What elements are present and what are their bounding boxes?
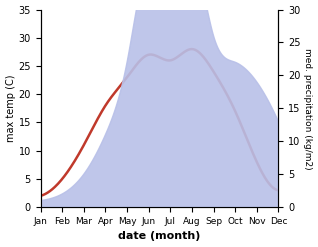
Y-axis label: med. precipitation (kg/m2): med. precipitation (kg/m2)	[303, 48, 313, 169]
Y-axis label: max temp (C): max temp (C)	[5, 75, 16, 142]
X-axis label: date (month): date (month)	[118, 231, 201, 242]
